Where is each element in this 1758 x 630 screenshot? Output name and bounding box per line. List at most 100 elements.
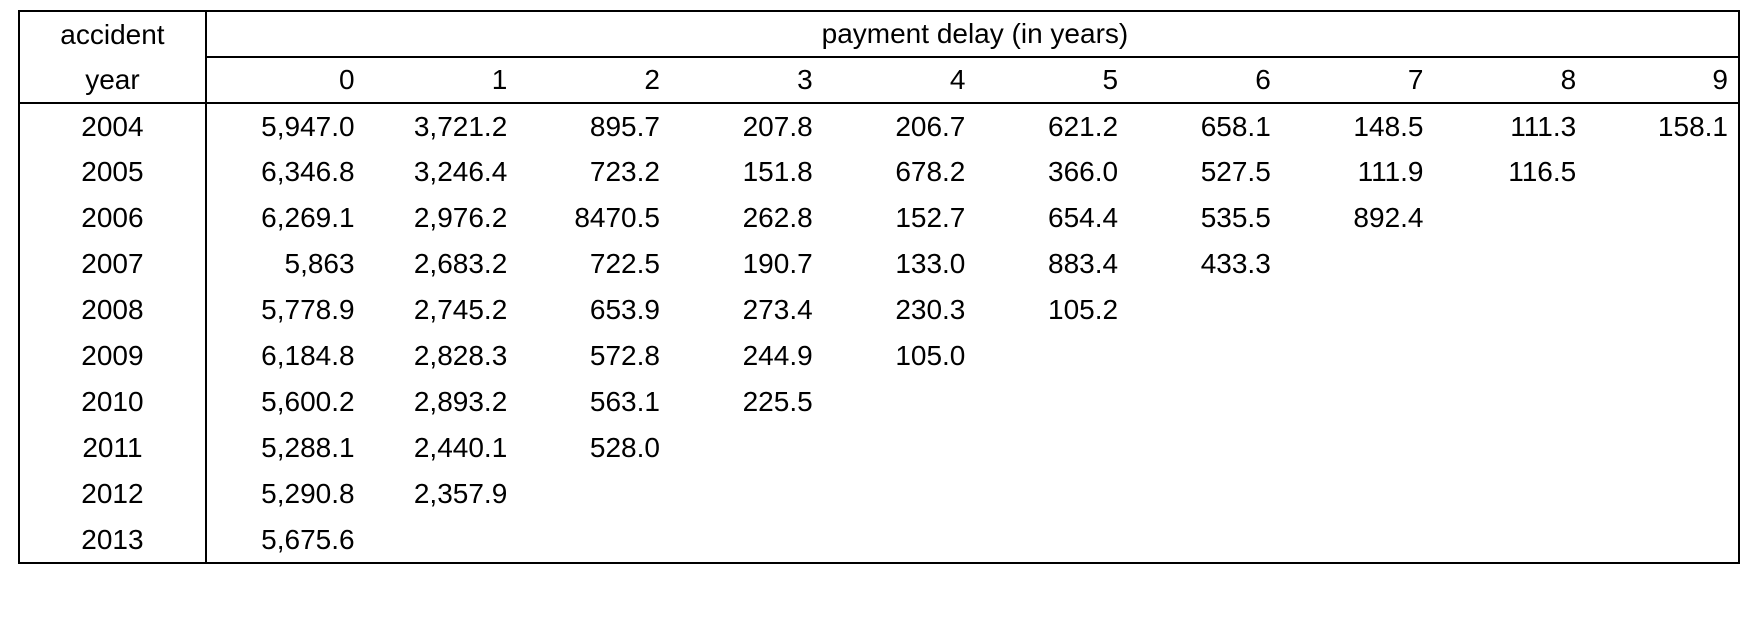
data-cell: 225.5 — [670, 379, 823, 425]
data-cell: 8470.5 — [517, 195, 670, 241]
delay-col-header: 0 — [212, 57, 365, 103]
data-cell: 206.7 — [823, 103, 976, 149]
data-cell: 105.0 — [823, 333, 976, 379]
year-cell: 2012 — [19, 471, 206, 517]
data-cell — [823, 425, 976, 471]
data-cell: 2,440.1 — [365, 425, 518, 471]
data-cell: 158.1 — [1586, 103, 1739, 149]
data-cell: 2,745.2 — [365, 287, 518, 333]
data-cell — [1434, 471, 1587, 517]
delay-col-header: 4 — [823, 57, 976, 103]
year-cell: 2008 — [19, 287, 206, 333]
year-cell: 2013 — [19, 517, 206, 563]
data-cell — [517, 517, 670, 563]
data-cell — [975, 471, 1128, 517]
data-cell: 244.9 — [670, 333, 823, 379]
data-cell: 563.1 — [517, 379, 670, 425]
delay-col-header: 9 — [1586, 57, 1739, 103]
data-cell: 883.4 — [975, 241, 1128, 287]
table-row: 2009 6,184.8 2,828.3 572.8 244.9 105.0 — [19, 333, 1739, 379]
data-cell: 433.3 — [1128, 241, 1281, 287]
data-cell — [1586, 425, 1739, 471]
table-row: 2011 5,288.1 2,440.1 528.0 — [19, 425, 1739, 471]
data-cell — [1434, 195, 1587, 241]
data-cell: 148.5 — [1281, 103, 1434, 149]
data-cell: 5,600.2 — [212, 379, 365, 425]
data-cell: 723.2 — [517, 149, 670, 195]
row-header-label-line1: accident — [19, 11, 206, 57]
data-cell: 111.9 — [1281, 149, 1434, 195]
data-cell — [1586, 471, 1739, 517]
row-header-label-line2: year — [19, 57, 206, 103]
data-cell — [1281, 471, 1434, 517]
data-cell — [1281, 287, 1434, 333]
data-cell: 5,863 — [212, 241, 365, 287]
data-cell: 111.3 — [1434, 103, 1587, 149]
table-row: 2013 5,675.6 — [19, 517, 1739, 563]
data-cell — [1434, 241, 1587, 287]
data-cell — [1586, 195, 1739, 241]
data-cell — [365, 517, 518, 563]
data-cell: 262.8 — [670, 195, 823, 241]
table-row: 2006 6,269.1 2,976.2 8470.5 262.8 152.7 … — [19, 195, 1739, 241]
data-cell — [1434, 379, 1587, 425]
table-row: 2012 5,290.8 2,357.9 — [19, 471, 1739, 517]
year-cell: 2007 — [19, 241, 206, 287]
data-cell: 190.7 — [670, 241, 823, 287]
data-cell: 5,947.0 — [212, 103, 365, 149]
data-cell — [1281, 517, 1434, 563]
data-cell: 230.3 — [823, 287, 976, 333]
data-cell — [1128, 379, 1281, 425]
year-cell: 2005 — [19, 149, 206, 195]
data-cell — [1281, 333, 1434, 379]
data-cell — [975, 517, 1128, 563]
data-cell: 6,269.1 — [212, 195, 365, 241]
delay-col-header: 6 — [1128, 57, 1281, 103]
year-cell: 2004 — [19, 103, 206, 149]
data-cell: 6,184.8 — [212, 333, 365, 379]
header-row-1: accident payment delay (in years) — [19, 11, 1739, 57]
data-cell — [975, 333, 1128, 379]
data-cell — [1281, 379, 1434, 425]
delay-col-header: 7 — [1281, 57, 1434, 103]
table-row: 2008 5,778.9 2,745.2 653.9 273.4 230.3 1… — [19, 287, 1739, 333]
delay-col-header: 3 — [670, 57, 823, 103]
data-cell: 621.2 — [975, 103, 1128, 149]
data-cell: 892.4 — [1281, 195, 1434, 241]
table-row: 2004 5,947.0 3,721.2 895.7 207.8 206.7 6… — [19, 103, 1739, 149]
data-cell: 5,288.1 — [212, 425, 365, 471]
data-cell — [975, 425, 1128, 471]
data-cell — [1434, 425, 1587, 471]
data-cell: 678.2 — [823, 149, 976, 195]
delay-col-header: 1 — [365, 57, 518, 103]
data-cell: 5,778.9 — [212, 287, 365, 333]
data-cell — [1128, 517, 1281, 563]
data-cell: 2,683.2 — [365, 241, 518, 287]
data-cell: 658.1 — [1128, 103, 1281, 149]
data-cell — [517, 471, 670, 517]
year-cell: 2009 — [19, 333, 206, 379]
data-cell — [1434, 287, 1587, 333]
data-cell: 2,357.9 — [365, 471, 518, 517]
data-cell — [975, 379, 1128, 425]
data-cell — [1434, 333, 1587, 379]
data-cell: 5,290.8 — [212, 471, 365, 517]
table-row: 2007 5,863 2,683.2 722.5 190.7 133.0 883… — [19, 241, 1739, 287]
data-cell — [1586, 287, 1739, 333]
data-cell: 105.2 — [975, 287, 1128, 333]
data-cell: 2,828.3 — [365, 333, 518, 379]
data-cell: 366.0 — [975, 149, 1128, 195]
data-cell: 3,246.4 — [365, 149, 518, 195]
data-cell — [1128, 471, 1281, 517]
data-cell — [1128, 287, 1281, 333]
year-cell: 2011 — [19, 425, 206, 471]
spanning-header: payment delay (in years) — [212, 11, 1739, 57]
data-cell: 152.7 — [823, 195, 976, 241]
data-cell: 2,976.2 — [365, 195, 518, 241]
data-cell — [1281, 425, 1434, 471]
data-cell: 207.8 — [670, 103, 823, 149]
delay-col-header: 2 — [517, 57, 670, 103]
year-cell: 2006 — [19, 195, 206, 241]
data-cell — [670, 517, 823, 563]
data-cell: 535.5 — [1128, 195, 1281, 241]
